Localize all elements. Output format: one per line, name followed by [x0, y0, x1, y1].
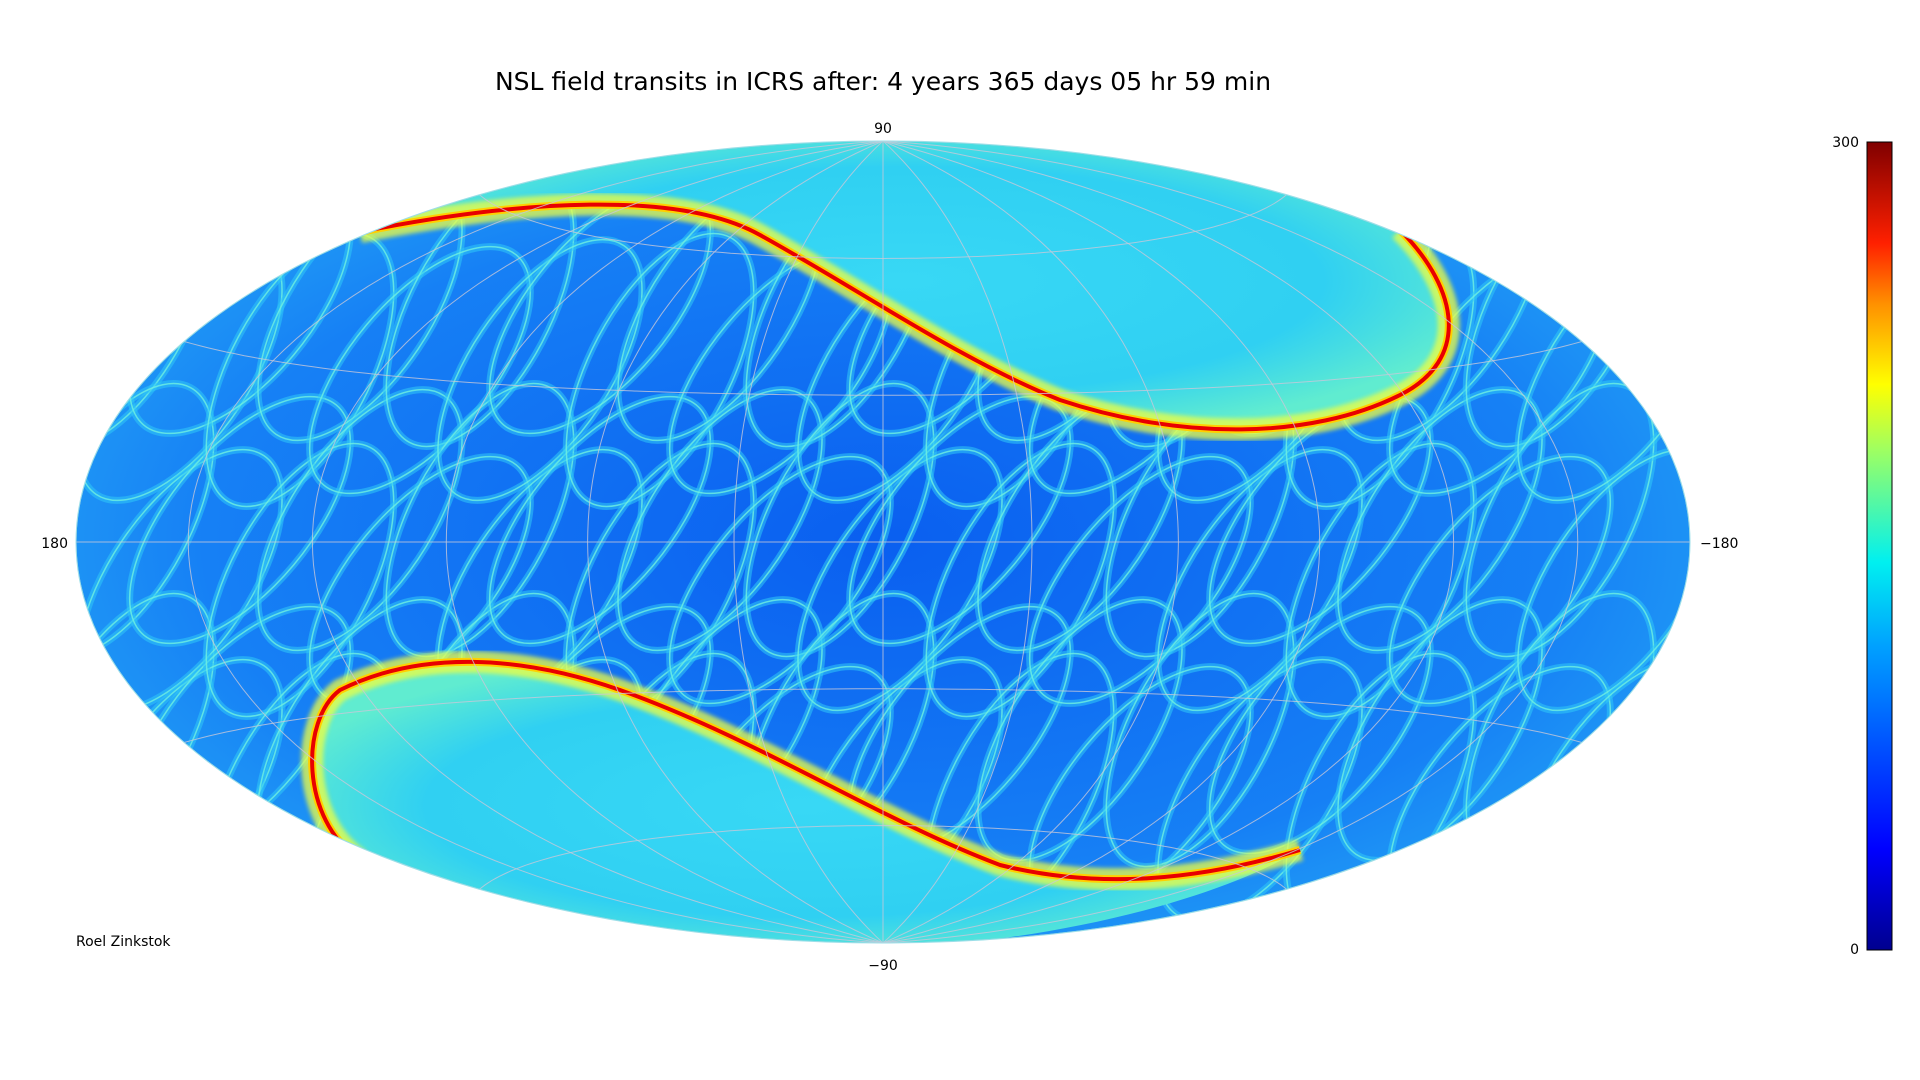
colorbar-max-label: 300 [1832, 135, 1859, 151]
north-cap [360, 141, 1449, 430]
chart-title: NSL field transits in ICRS after: 4 year… [495, 67, 1271, 96]
scan-loop-core [617, 388, 823, 652]
north-band-core [359, 202, 1451, 432]
scan-loop-core [1208, 605, 1432, 855]
parallel-line [479, 824, 1287, 890]
scan-loop-core [925, 442, 1115, 718]
parallel-line [183, 688, 1583, 743]
scan-loop-core [1208, 395, 1432, 645]
scan-loop-core [257, 388, 463, 652]
south-band-core [310, 659, 1301, 882]
scan-loop-core [1105, 592, 1295, 868]
tick-label-top: 90 [874, 121, 892, 137]
author-credit: Roel Zinkstok [76, 934, 171, 950]
scan-loop-core [745, 382, 935, 658]
colorbar-min-label: 0 [1850, 942, 1859, 958]
tick-label-left: 180 [41, 536, 68, 552]
tick-label-bottom: −90 [868, 958, 898, 974]
scan-loop-core [205, 442, 395, 718]
parallel-line [183, 341, 1583, 396]
parallel-line [479, 194, 1287, 260]
sky-map [76, 141, 1690, 943]
scan-loop-core [488, 395, 712, 645]
map-outline [75, 140, 1691, 944]
scan-loop-core [1285, 442, 1475, 718]
high-density-bands [301, 193, 1460, 891]
tick-label-right: −180 [1700, 536, 1738, 552]
scan-loop-core [76, 382, 215, 658]
colorbar [1866, 141, 1893, 951]
scan-loop-core [128, 395, 352, 645]
scan-loop-core [1337, 598, 1543, 862]
graticule [76, 141, 1690, 943]
